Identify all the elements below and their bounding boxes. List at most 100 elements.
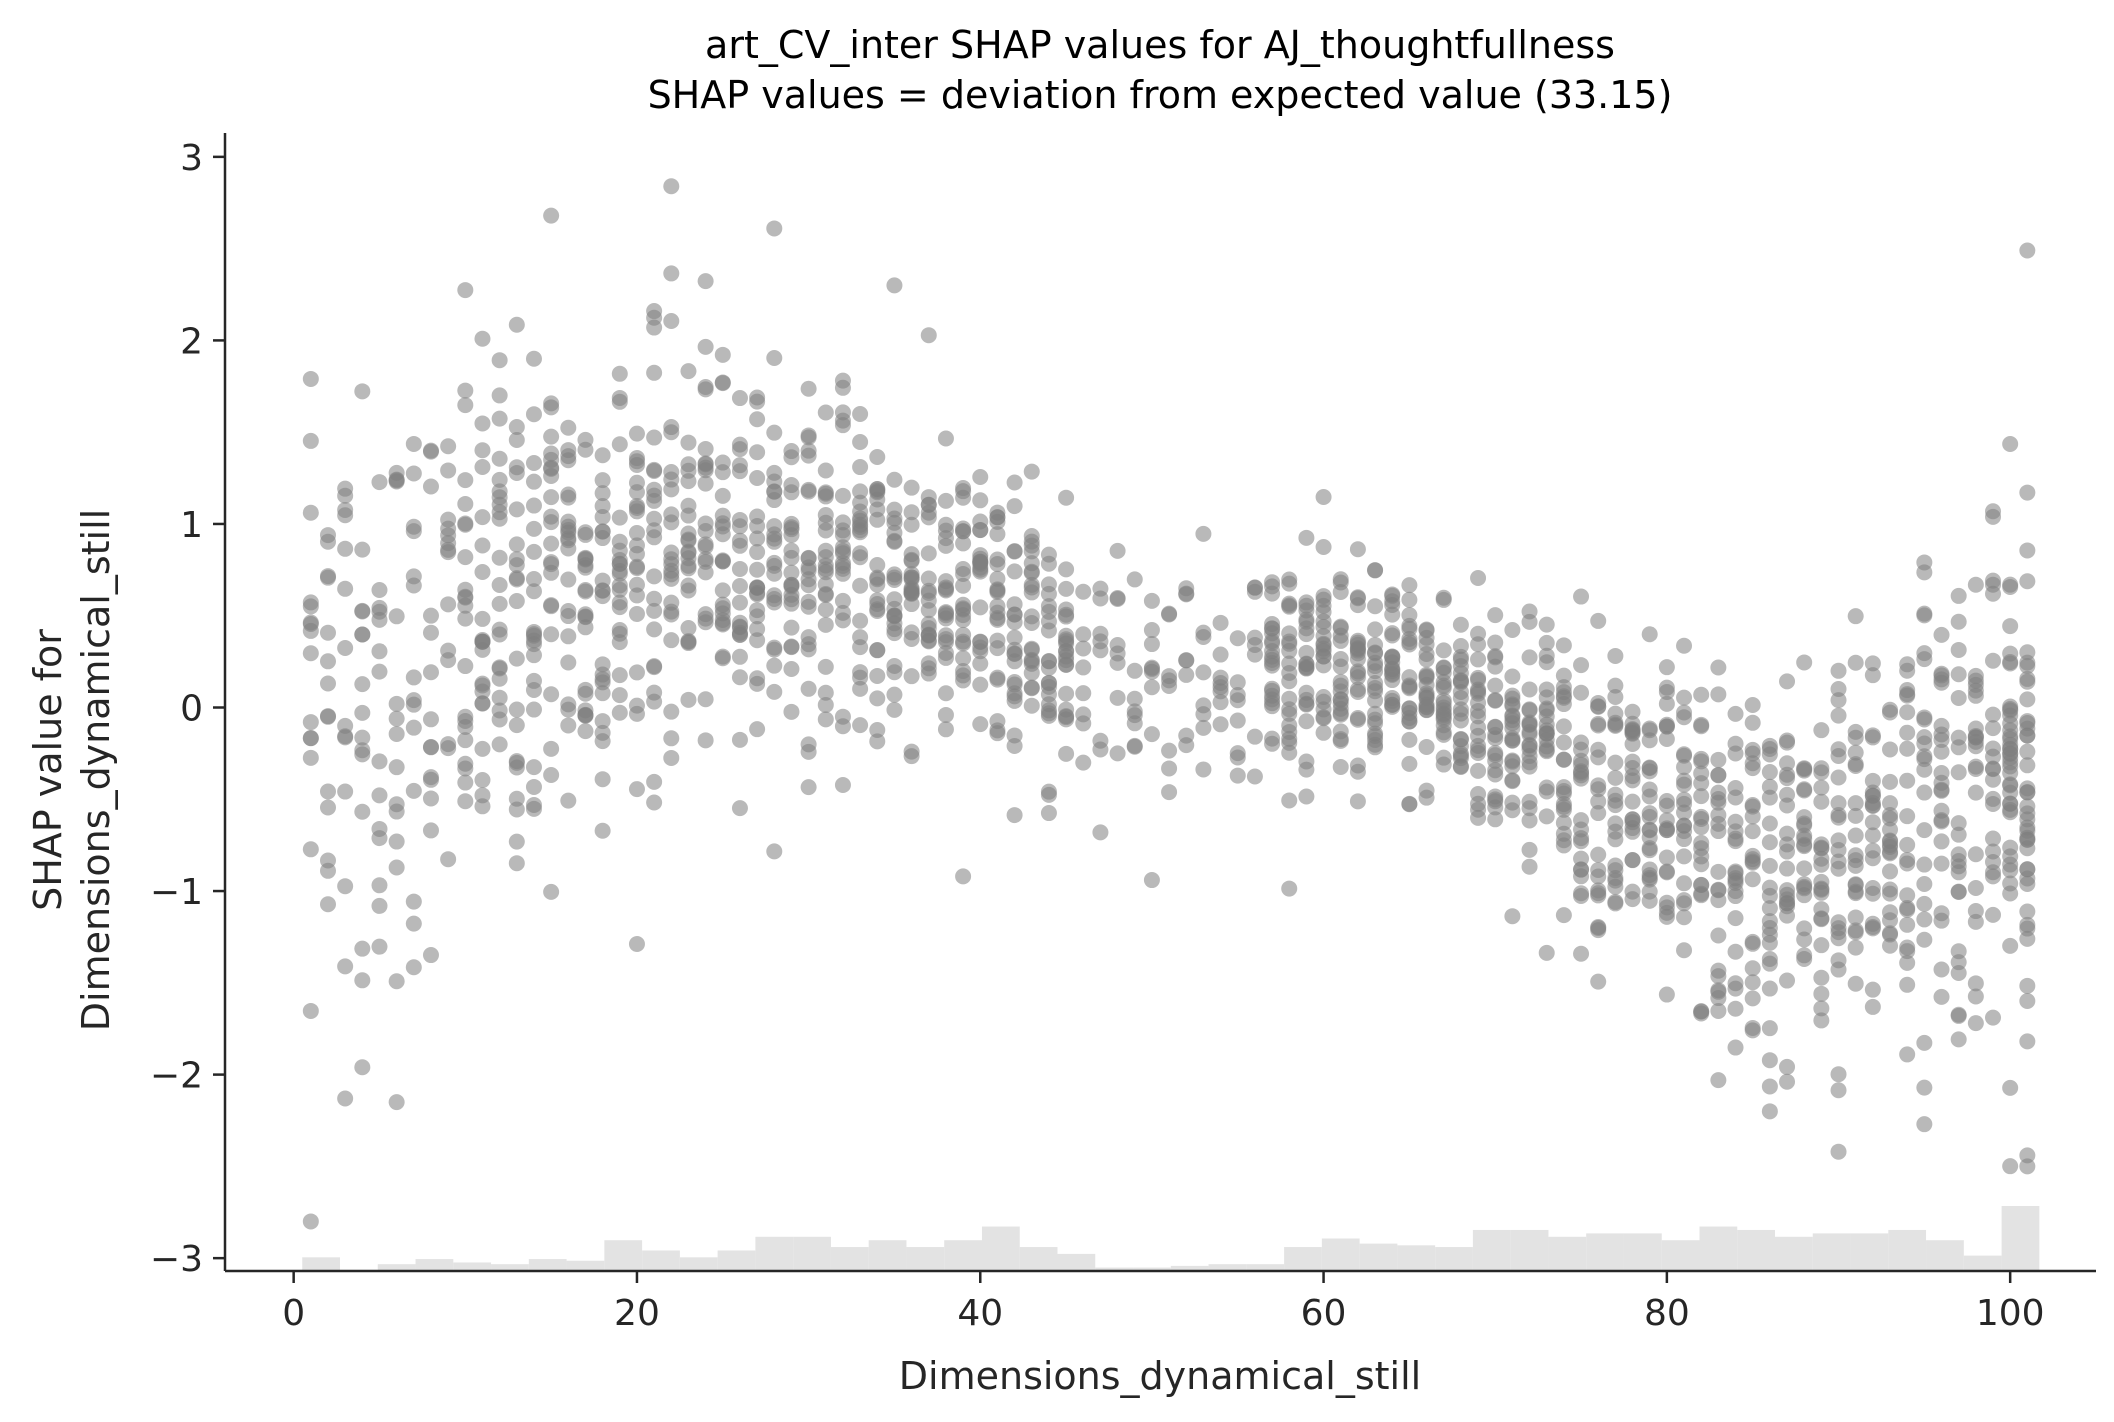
scatter-point xyxy=(903,584,920,601)
scatter-point xyxy=(1933,743,1950,760)
scatter-point xyxy=(646,693,663,710)
scatter-point xyxy=(766,683,783,700)
scatter-point xyxy=(1538,681,1555,698)
scatter-point xyxy=(594,508,611,525)
scatter-point xyxy=(714,600,731,617)
scatter-point xyxy=(783,542,800,559)
scatter-point xyxy=(1435,660,1452,677)
scatter-point xyxy=(1761,955,1778,972)
scatter-point xyxy=(1779,895,1796,912)
histogram-bar xyxy=(1208,1264,1247,1271)
scatter-point xyxy=(1985,720,2002,737)
scatter-point xyxy=(1882,863,1899,880)
scatter-point xyxy=(1487,726,1504,743)
scatter-point xyxy=(663,749,680,766)
scatter-point xyxy=(628,781,645,798)
scatter-point xyxy=(1693,834,1710,851)
scatter-point xyxy=(1830,809,1847,826)
scatter-point xyxy=(1830,914,1847,931)
scatter-point xyxy=(869,448,886,465)
scatter-point xyxy=(1985,1009,2002,1026)
x-tick-label: 100 xyxy=(1976,1293,2045,1334)
scatter-point xyxy=(1315,657,1332,674)
scatter-point xyxy=(1676,759,1693,776)
scatter-point xyxy=(1744,760,1761,777)
scatter-point xyxy=(1899,772,1916,789)
scatter-point xyxy=(525,623,542,640)
scatter-point xyxy=(405,696,422,713)
scatter-point xyxy=(1573,885,1590,902)
scatter-point xyxy=(543,428,560,445)
scatter-point xyxy=(1899,724,1916,741)
scatter-point xyxy=(525,543,542,560)
scatter-point xyxy=(1573,588,1590,605)
scatter-point xyxy=(560,571,577,588)
scatter-point xyxy=(920,489,937,506)
scatter-point xyxy=(1555,667,1572,684)
scatter-point xyxy=(1830,1082,1847,1099)
scatter-point xyxy=(852,494,869,511)
scatter-point xyxy=(1521,812,1538,829)
scatter-point xyxy=(594,822,611,839)
scatter-point xyxy=(731,594,748,611)
scatter-point xyxy=(680,620,697,637)
histogram-bar xyxy=(302,1257,341,1271)
scatter-point xyxy=(1864,797,1881,814)
scatter-point xyxy=(1229,686,1246,703)
scatter-point xyxy=(766,591,783,608)
scatter-point xyxy=(337,878,354,895)
scatter-point xyxy=(1830,680,1847,697)
scatter-point xyxy=(1985,585,2002,602)
scatter-point xyxy=(800,736,817,753)
scatter-point xyxy=(1950,846,1967,863)
scatter-point xyxy=(1744,933,1761,950)
scatter-point xyxy=(1727,888,1744,905)
scatter-point xyxy=(354,603,371,620)
scatter-point xyxy=(1933,674,1950,691)
scatter-point xyxy=(319,533,336,550)
scatter-point xyxy=(388,859,405,876)
scatter-point xyxy=(1264,654,1281,671)
scatter-point xyxy=(474,632,491,649)
scatter-point xyxy=(1435,673,1452,690)
scatter-point xyxy=(2002,777,2019,794)
scatter-point xyxy=(560,486,577,503)
scatter-point xyxy=(1727,910,1744,927)
scatter-point xyxy=(302,1213,319,1230)
scatter-point xyxy=(1178,727,1195,744)
scatter-point xyxy=(354,626,371,643)
scatter-point xyxy=(457,397,474,414)
scatter-point xyxy=(422,478,439,495)
scatter-point xyxy=(354,729,371,746)
scatter-point xyxy=(1332,627,1349,644)
scatter-point xyxy=(1023,664,1040,681)
scatter-point xyxy=(1607,769,1624,786)
scatter-point xyxy=(1058,635,1075,652)
scatter-point xyxy=(1813,884,1830,901)
scatter-point xyxy=(1899,808,1916,825)
scatter-point xyxy=(1882,845,1899,862)
scatter-point xyxy=(663,424,680,441)
scatter-point xyxy=(800,577,817,594)
scatter-point xyxy=(1229,674,1246,691)
scatter-point xyxy=(749,621,766,638)
scatter-point xyxy=(508,557,525,574)
scatter-point xyxy=(1281,625,1298,642)
scatter-point xyxy=(1573,945,1590,962)
scatter-point xyxy=(388,759,405,776)
scatter-point xyxy=(611,625,628,642)
scatter-point xyxy=(989,583,1006,600)
scatter-points xyxy=(302,178,2036,1230)
scatter-point xyxy=(817,514,834,531)
scatter-point xyxy=(1126,703,1143,720)
scatter-point xyxy=(302,594,319,611)
scatter-point xyxy=(1006,674,1023,691)
scatter-point xyxy=(886,501,903,518)
scatter-point xyxy=(903,668,920,685)
scatter-point xyxy=(1023,679,1040,696)
scatter-point xyxy=(1813,760,1830,777)
scatter-point xyxy=(1710,815,1727,832)
chart-subtitle: SHAP values = deviation from expected va… xyxy=(648,73,1673,117)
scatter-point xyxy=(1985,868,2002,885)
scatter-point xyxy=(577,550,594,567)
